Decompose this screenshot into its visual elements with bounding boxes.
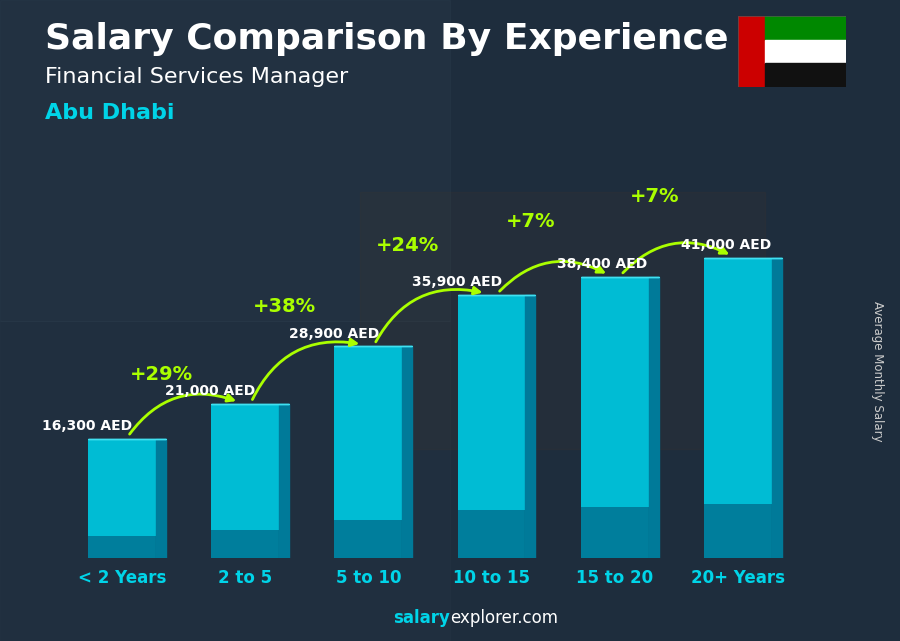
- Polygon shape: [772, 258, 782, 558]
- Bar: [0, 0, 450, 320]
- Bar: [765, 63, 846, 87]
- Text: 21,000 AED: 21,000 AED: [166, 385, 256, 398]
- Bar: [360, 192, 765, 449]
- Polygon shape: [279, 404, 289, 558]
- Bar: [212, 404, 279, 558]
- Bar: [457, 510, 526, 558]
- Polygon shape: [649, 277, 659, 558]
- Text: +7%: +7%: [506, 212, 555, 231]
- Text: 38,400 AED: 38,400 AED: [557, 257, 648, 271]
- Polygon shape: [156, 438, 166, 558]
- Bar: [765, 16, 846, 40]
- Bar: [704, 258, 772, 558]
- Bar: [580, 507, 649, 558]
- Polygon shape: [526, 296, 536, 558]
- Bar: [0, 320, 450, 641]
- Text: Average Monthly Salary: Average Monthly Salary: [871, 301, 884, 442]
- Polygon shape: [402, 347, 412, 558]
- Bar: [335, 520, 402, 558]
- Bar: [335, 347, 402, 558]
- Bar: [765, 40, 846, 63]
- Text: Salary Comparison By Experience: Salary Comparison By Experience: [45, 22, 728, 56]
- Text: 28,900 AED: 28,900 AED: [289, 327, 379, 340]
- Bar: [88, 438, 156, 558]
- Text: +38%: +38%: [253, 297, 316, 316]
- Text: 16,300 AED: 16,300 AED: [42, 419, 132, 433]
- Bar: [212, 530, 279, 558]
- Bar: [738, 16, 765, 87]
- Text: 41,000 AED: 41,000 AED: [680, 238, 770, 252]
- Text: 35,900 AED: 35,900 AED: [412, 276, 502, 290]
- Bar: [88, 537, 156, 558]
- Text: Financial Services Manager: Financial Services Manager: [45, 67, 348, 87]
- Text: +24%: +24%: [376, 236, 439, 255]
- Text: Abu Dhabi: Abu Dhabi: [45, 103, 175, 122]
- Text: +7%: +7%: [629, 187, 679, 206]
- Bar: [704, 504, 772, 558]
- Bar: [580, 277, 649, 558]
- Text: explorer.com: explorer.com: [450, 609, 558, 627]
- Text: +29%: +29%: [130, 365, 193, 385]
- Bar: [457, 296, 526, 558]
- Text: salary: salary: [393, 609, 450, 627]
